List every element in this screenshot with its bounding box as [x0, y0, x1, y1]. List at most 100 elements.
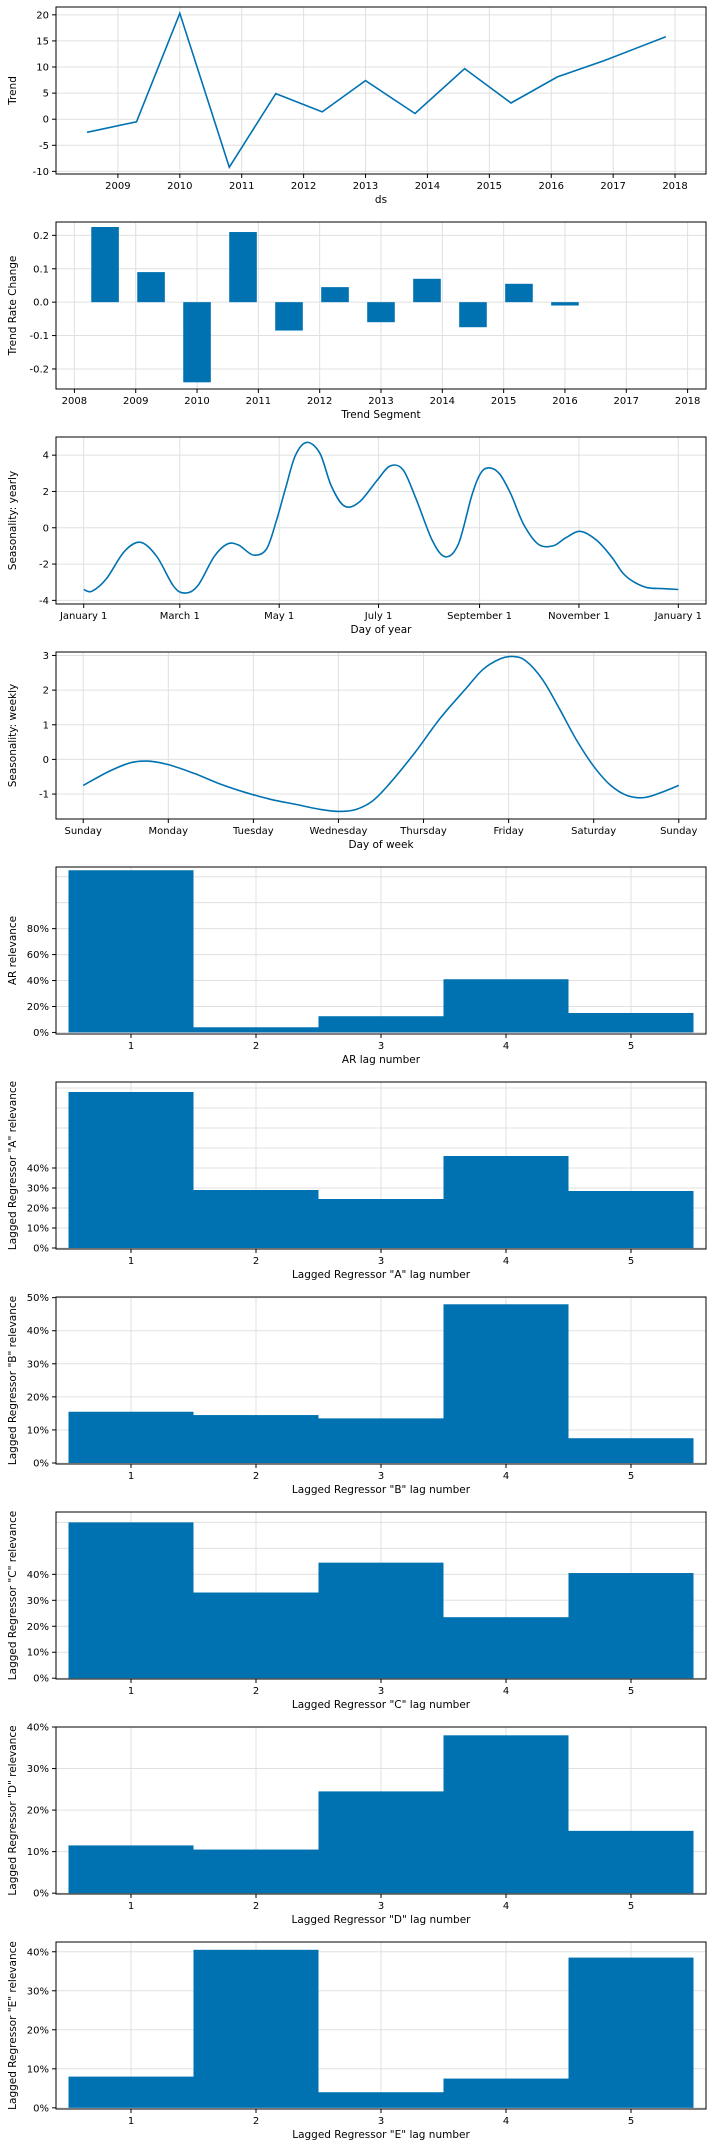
x-tick-label: 2014 [415, 181, 440, 192]
x-tick-label: 4 [503, 2116, 509, 2127]
x-tick-label: September 1 [447, 611, 512, 622]
x-axis-label: Lagged Regressor "B" lag number [292, 1484, 471, 1496]
bar [193, 1849, 319, 1894]
bar [318, 1791, 444, 1894]
y-tick-label: 0% [33, 1889, 49, 1900]
bar [551, 302, 579, 306]
x-tick-label: 4 [503, 1471, 509, 1482]
y-tick-label: 20% [27, 1392, 49, 1403]
x-axis-label: Trend Segment [340, 409, 420, 421]
bar [68, 2076, 194, 2108]
bar [367, 302, 395, 323]
x-tick-label: 4 [503, 1256, 509, 1267]
x-tick-label: November 1 [548, 611, 610, 622]
series-line [83, 441, 679, 594]
x-tick-label: 1 [128, 2116, 134, 2127]
x-axis-label: Lagged Regressor "E" lag number [292, 2129, 470, 2141]
x-tick-label: Tuesday [232, 826, 274, 837]
subplot-lagged-d: 1 2 3 4 5 0% 10% 20% 30% 40% Lagged Regressor "D" … [7, 1723, 707, 1926]
x-tick-label: 2015 [477, 181, 502, 192]
x-tick-label: January 1 [59, 611, 107, 622]
y-tick-label: -1 [39, 790, 49, 801]
x-tick-label: 3 [378, 1256, 384, 1267]
bar [275, 302, 303, 331]
x-tick-label: 3 [378, 2116, 384, 2127]
x-tick-label: 2009 [123, 396, 148, 407]
y-tick-label: 0 [43, 523, 49, 534]
x-tick-label: 3 [378, 1471, 384, 1482]
y-axis-label: Seasonality: yearly [7, 471, 19, 570]
axes-frame [55, 6, 707, 175]
x-tick-label: 2013 [368, 396, 393, 407]
bar [183, 302, 211, 383]
x-tick-label: 2012 [307, 396, 332, 407]
y-axis-label: Trend Rate Change [7, 256, 19, 357]
x-tick-label: 2017 [614, 396, 639, 407]
bar [91, 227, 119, 303]
bar [443, 1304, 569, 1464]
y-tick-label: -2 [39, 560, 49, 571]
x-tick-label: 2014 [430, 396, 455, 407]
x-tick-label: 5 [628, 1901, 634, 1912]
x-tick-label: 2 [253, 1256, 259, 1267]
series-line [82, 655, 680, 813]
y-tick-label: 2 [43, 487, 49, 498]
bar [413, 278, 441, 303]
x-tick-label: March 1 [160, 611, 200, 622]
x-tick-label: 3 [378, 1901, 384, 1912]
axes-frame [55, 651, 707, 820]
bar [318, 1016, 444, 1033]
x-tick-label: 2012 [291, 181, 316, 192]
x-tick-label: 1 [128, 1471, 134, 1482]
bar [505, 283, 533, 303]
x-tick-label: 4 [503, 1901, 509, 1912]
y-tick-label: 0% [33, 1459, 49, 1470]
y-tick-label: 40% [27, 1723, 49, 1734]
y-tick-label: 0 [43, 755, 49, 766]
y-axis-label: Lagged Regressor "C" relevance [7, 1511, 19, 1680]
x-tick-label: 2 [253, 2116, 259, 2127]
bar [443, 1617, 569, 1679]
y-tick-label: 10% [27, 2064, 49, 2075]
bar [68, 1411, 194, 1464]
y-tick-label: 0.2 [33, 231, 49, 242]
x-tick-label: May 1 [264, 611, 294, 622]
x-tick-label: 4 [503, 1041, 509, 1052]
y-tick-label: 20% [27, 1002, 49, 1013]
x-tick-label: 2010 [167, 181, 192, 192]
y-tick-label: 50% [27, 1293, 49, 1304]
y-axis-label: AR relevance [7, 916, 19, 985]
y-tick-label: 20% [27, 1204, 49, 1215]
subplot-lagged-b: 1 2 3 4 50%10%20%30%40%50%Lagged Regressor "… [7, 1293, 707, 1496]
bar [68, 870, 194, 1033]
y-tick-label: 20% [27, 1622, 49, 1633]
y-tick-label: 0% [33, 1244, 49, 1255]
y-tick-label: 0 [43, 115, 49, 126]
axes-frame [55, 436, 707, 605]
x-axis-label: Day of week [348, 839, 414, 851]
x-tick-label: 2 [253, 1686, 259, 1697]
x-tick-label: 2018 [662, 181, 687, 192]
y-tick-label: 40% [27, 1570, 49, 1581]
x-tick-label: 2013 [353, 181, 378, 192]
bar [568, 1573, 694, 1679]
x-tick-label: 1 [128, 1041, 134, 1052]
y-tick-label: 2 [43, 686, 49, 697]
x-axis-label: Day of year [351, 624, 413, 636]
subplot-seasonality-yearly: January 1 March 1 May 1 July 1 September 1 No… [7, 436, 707, 636]
y-tick-label: 30% [27, 1184, 49, 1195]
bar [568, 1012, 694, 1033]
y-tick-label: 3 [43, 651, 49, 662]
x-tick-label: 2016 [539, 181, 564, 192]
y-axis-label: Trend [7, 76, 19, 106]
x-axis-label: Lagged Regressor "C" lag number [292, 1699, 471, 1711]
y-tick-label: 30% [27, 1764, 49, 1775]
y-tick-label: -10 [33, 167, 49, 178]
y-tick-label: 40% [27, 976, 49, 987]
bar [229, 232, 257, 303]
x-tick-label: 5 [628, 1686, 634, 1697]
x-tick-label: July 1 [364, 611, 393, 622]
x-tick-label: Wednesday [310, 826, 368, 837]
x-axis-label: AR lag number [342, 1054, 421, 1066]
bar [318, 2092, 444, 2108]
